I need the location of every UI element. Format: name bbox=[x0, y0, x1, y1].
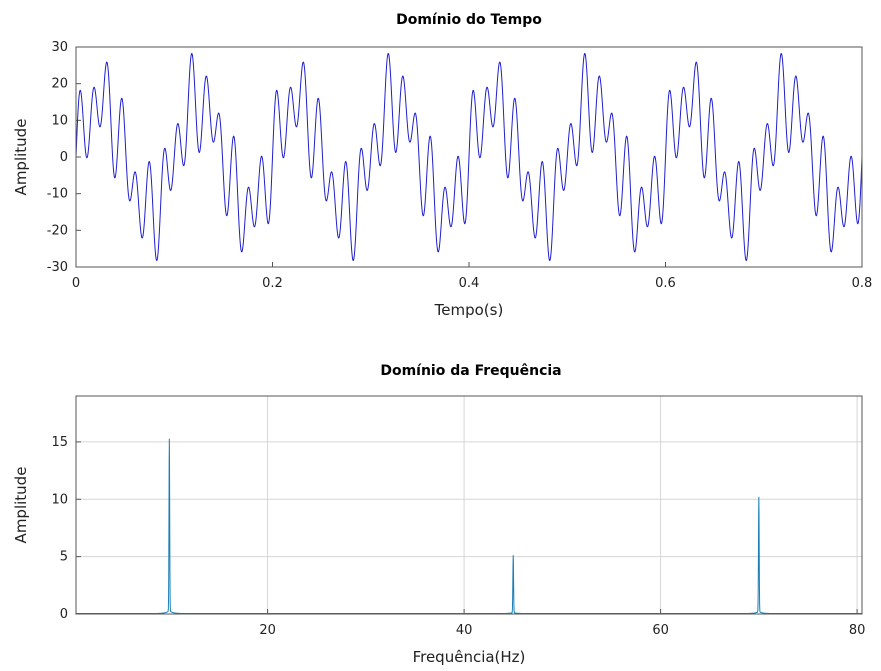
frequency-domain-ytick-label: 10 bbox=[51, 492, 68, 507]
time-domain-ytick-label: 20 bbox=[51, 77, 68, 92]
frequency-domain-title: Domínio da Frequência bbox=[380, 363, 561, 379]
frequency-domain-ylabel: Amplitude bbox=[12, 467, 30, 544]
frequency-domain-xtick-label: 20 bbox=[259, 623, 276, 638]
frequency-domain-xtick-label: 60 bbox=[652, 623, 669, 638]
frequency-domain-xlabel: Frequência(Hz) bbox=[413, 648, 526, 666]
time-domain-ytick-label: -20 bbox=[47, 223, 68, 238]
time-domain-xtick-label: 0 bbox=[72, 276, 80, 291]
frequency-domain-ytick-label: 0 bbox=[60, 607, 68, 622]
time-domain-ytick-label: 30 bbox=[51, 40, 68, 55]
time-domain-title: Domínio do Tempo bbox=[396, 12, 542, 28]
frequency-domain-xtick-label: 40 bbox=[456, 623, 473, 638]
frequency-domain-xtick-label: 80 bbox=[849, 623, 866, 638]
time-domain-xtick-label: 0.4 bbox=[459, 276, 480, 291]
frequency-domain-plot-area bbox=[76, 396, 862, 614]
time-domain-plot: Domínio do Tempo 0 0.2 0.4 0.6 0.8 30 20 10 0 -10… bbox=[12, 12, 872, 319]
time-domain-ytick-label: -10 bbox=[47, 187, 68, 202]
time-domain-ytick-label: 10 bbox=[51, 113, 68, 128]
time-domain-xtick-label: 0.2 bbox=[262, 276, 283, 291]
time-domain-ytick-label: 0 bbox=[60, 150, 68, 165]
frequency-domain-ytick-label: 5 bbox=[60, 550, 68, 565]
time-domain-xtick-label: 0.6 bbox=[655, 276, 676, 291]
frequency-domain-frame bbox=[75, 395, 863, 615]
time-domain-series-line bbox=[75, 52, 863, 262]
time-domain-xlabel: Tempo(s) bbox=[434, 301, 504, 319]
frequency-domain-plot: Domínio da Frequência 20 40 60 80 15 10 5 0 Fre… bbox=[12, 363, 865, 666]
time-domain-xtick-label: 0.8 bbox=[852, 276, 873, 291]
time-domain-ytick-label: -30 bbox=[47, 260, 68, 275]
frequency-domain-ytick-label: 15 bbox=[51, 435, 68, 450]
time-domain-frame bbox=[75, 46, 863, 268]
time-domain-ylabel: Amplitude bbox=[12, 119, 30, 196]
